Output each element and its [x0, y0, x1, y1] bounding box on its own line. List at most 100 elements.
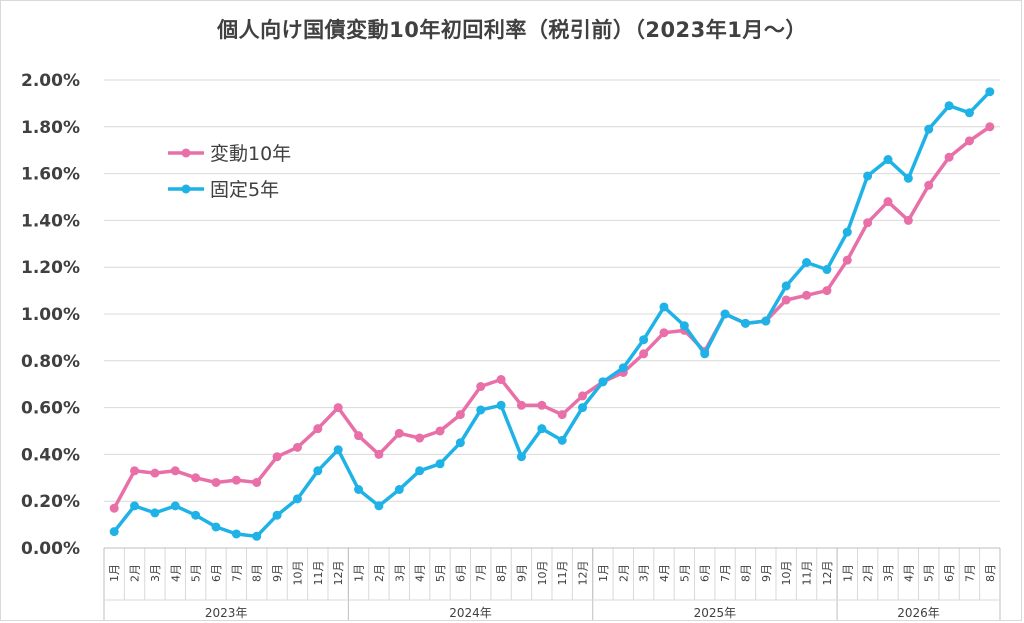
x-tick-label: 6月 — [699, 564, 712, 582]
data-point — [659, 328, 669, 338]
data-point — [211, 522, 221, 532]
data-point — [435, 426, 445, 436]
data-point — [781, 295, 791, 305]
data-point — [191, 510, 201, 520]
x-tick-label: 2月 — [617, 564, 630, 582]
y-tick-label: 0.20% — [21, 492, 80, 512]
y-tick-label: 2.00% — [21, 71, 80, 91]
data-point — [496, 400, 506, 410]
data-point — [985, 87, 995, 97]
y-tick-label: 0.40% — [21, 445, 80, 465]
data-point — [292, 494, 302, 504]
y-tick-label: 1.20% — [21, 258, 80, 278]
x-tick-label: 1月 — [841, 564, 854, 582]
data-point — [679, 321, 689, 331]
data-point — [313, 424, 323, 434]
data-point — [944, 101, 954, 111]
x-tick-label: 2月 — [129, 564, 142, 582]
data-point — [761, 316, 771, 326]
data-point — [170, 466, 180, 476]
data-point — [109, 527, 119, 537]
data-point — [985, 122, 995, 132]
x-tick-label: 10月 — [536, 561, 549, 586]
data-point — [292, 442, 302, 452]
data-point — [598, 377, 608, 387]
data-point — [720, 309, 730, 319]
legend-label: 固定5年 — [210, 179, 279, 201]
data-point — [903, 215, 913, 225]
data-point — [700, 349, 710, 359]
x-tick-label: 3月 — [393, 564, 406, 582]
data-point — [333, 403, 343, 413]
data-point — [883, 155, 893, 165]
data-point — [374, 501, 384, 511]
x-tick-label: 7月 — [719, 564, 732, 582]
data-point — [476, 382, 486, 392]
y-tick-label: 0.00% — [21, 539, 80, 559]
x-tick-label: 9月 — [515, 564, 528, 582]
data-point — [903, 173, 913, 183]
data-point — [863, 218, 873, 228]
data-point — [964, 136, 974, 146]
legend-swatch-marker — [181, 184, 191, 194]
data-point — [964, 108, 974, 118]
x-tick-label: 7月 — [963, 564, 976, 582]
data-point — [822, 286, 832, 296]
data-point — [415, 466, 425, 476]
x-tick-label: 4月 — [414, 564, 427, 582]
x-tick-label: 8月 — [495, 564, 508, 582]
series-layer — [109, 87, 995, 541]
x-tick-label: 6月 — [210, 564, 223, 582]
x-tick-label: 7月 — [475, 564, 488, 582]
x-tick-label: 8月 — [251, 564, 264, 582]
data-point — [863, 171, 873, 181]
year-label: 2023年 — [205, 606, 248, 620]
data-point — [130, 501, 140, 511]
data-point — [557, 410, 567, 420]
x-tick-label: 11月 — [312, 561, 325, 586]
y-tick-label: 0.60% — [21, 399, 80, 419]
data-point — [272, 510, 282, 520]
year-label: 2024年 — [449, 606, 492, 620]
x-tick-label: 1月 — [108, 564, 121, 582]
x-tick-label: 10月 — [291, 561, 304, 586]
data-point — [109, 503, 119, 513]
series-line — [112, 89, 992, 539]
data-point — [455, 410, 465, 420]
y-axis-ticks: 0.00% 0.20% 0.40% 0.60% 0.80% 1.00% 1.20% 1.40%… — [21, 71, 80, 559]
data-point — [231, 529, 241, 539]
data-point — [455, 438, 465, 448]
data-point — [578, 403, 588, 413]
x-tick-label: 5月 — [190, 564, 203, 582]
data-point — [822, 265, 832, 275]
data-point — [842, 255, 852, 265]
x-tick-label: 3月 — [149, 564, 162, 582]
y-tick-label: 1.00% — [21, 305, 80, 325]
data-point — [252, 477, 262, 487]
data-point — [272, 452, 282, 462]
x-tick-label: 4月 — [658, 564, 671, 582]
x-tick-label: 7月 — [230, 564, 243, 582]
x-tick-label: 3月 — [882, 564, 895, 582]
x-tick-label: 12月 — [332, 561, 345, 586]
data-point — [924, 180, 934, 190]
x-tick-label: 9月 — [271, 564, 284, 582]
data-point — [618, 363, 628, 373]
data-point — [394, 485, 404, 494]
data-point — [516, 452, 526, 462]
data-point — [557, 435, 567, 445]
x-tick-label: 4月 — [169, 564, 182, 582]
data-point — [354, 485, 364, 494]
x-tick-label: 11月 — [801, 561, 814, 586]
data-point — [231, 475, 241, 485]
x-tick-label: 5月 — [923, 564, 936, 582]
data-point — [130, 466, 140, 476]
data-point — [394, 428, 404, 438]
y-tick-label: 1.80% — [21, 118, 80, 138]
data-point — [191, 473, 201, 483]
y-tick-label: 1.40% — [21, 211, 80, 231]
series-line — [112, 125, 992, 510]
x-tick-label: 8月 — [739, 564, 752, 582]
